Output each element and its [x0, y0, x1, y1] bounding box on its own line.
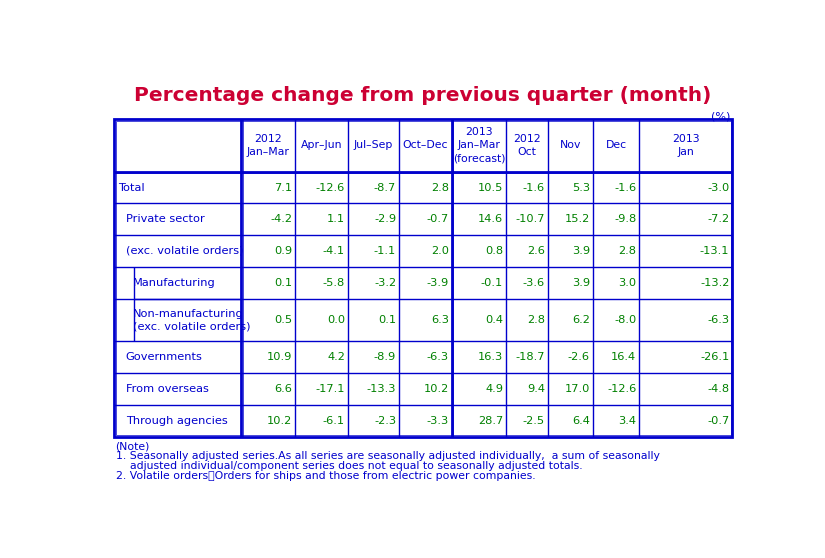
Text: 14.6: 14.6 [478, 214, 503, 224]
Text: -2.6: -2.6 [568, 352, 590, 362]
Text: Through agencies: Through agencies [125, 416, 228, 426]
Text: -0.7: -0.7 [707, 416, 729, 426]
Text: 0.1: 0.1 [378, 315, 396, 325]
Text: -13.3: -13.3 [366, 384, 396, 394]
Text: 28.7: 28.7 [478, 416, 503, 426]
Text: 0.4: 0.4 [485, 315, 503, 325]
Text: Private sector: Private sector [125, 214, 205, 224]
Text: 10.9: 10.9 [266, 352, 292, 362]
Text: 0.5: 0.5 [274, 315, 292, 325]
Text: 3.0: 3.0 [618, 278, 636, 288]
Text: -6.3: -6.3 [427, 352, 449, 362]
Text: -0.7: -0.7 [427, 214, 449, 224]
Text: -18.7: -18.7 [516, 352, 544, 362]
Text: -8.9: -8.9 [374, 352, 396, 362]
Text: Apr–Jun: Apr–Jun [301, 141, 342, 151]
Text: -12.6: -12.6 [607, 384, 636, 394]
Text: 1. Seasonally adjusted series.As all series are seasonally adjusted individually: 1. Seasonally adjusted series.As all ser… [116, 451, 659, 461]
Text: -3.2: -3.2 [374, 278, 396, 288]
Text: 0.8: 0.8 [485, 246, 503, 256]
Text: -4.2: -4.2 [271, 214, 292, 224]
Text: -1.6: -1.6 [523, 182, 544, 193]
Text: (Note): (Note) [116, 441, 150, 451]
Text: -3.6: -3.6 [523, 278, 544, 288]
Text: -5.8: -5.8 [323, 278, 345, 288]
Text: Percentage change from previous quarter (month): Percentage change from previous quarter … [134, 86, 711, 105]
Text: 2.6: 2.6 [527, 246, 544, 256]
Text: 16.4: 16.4 [611, 352, 636, 362]
Text: Total: Total [118, 182, 144, 193]
Text: 9.4: 9.4 [527, 384, 544, 394]
Text: -26.1: -26.1 [700, 352, 729, 362]
Text: -2.9: -2.9 [374, 214, 396, 224]
Text: -12.6: -12.6 [316, 182, 345, 193]
Text: 2.8: 2.8 [527, 315, 544, 325]
Text: 7.1: 7.1 [274, 182, 292, 193]
Text: 2013
Jan–Mar
(forecast): 2013 Jan–Mar (forecast) [453, 127, 505, 163]
Text: -13.2: -13.2 [700, 278, 729, 288]
Text: 2012
Jan–Mar: 2012 Jan–Mar [247, 134, 290, 157]
Text: -7.2: -7.2 [707, 214, 729, 224]
Text: 0.9: 0.9 [274, 246, 292, 256]
Text: (%): (%) [711, 112, 731, 122]
Text: 2.8: 2.8 [431, 182, 449, 193]
Text: -3.0: -3.0 [707, 182, 729, 193]
Text: 1.1: 1.1 [327, 214, 345, 224]
Text: -4.1: -4.1 [323, 246, 345, 256]
Text: Non-manufacturing
(exc. volatile orders): Non-manufacturing (exc. volatile orders) [134, 309, 251, 331]
Text: (exc. volatile orders): (exc. volatile orders) [125, 246, 243, 256]
Text: 3.4: 3.4 [618, 416, 636, 426]
Text: -8.7: -8.7 [374, 182, 396, 193]
Text: Dec: Dec [606, 141, 627, 151]
Text: 4.2: 4.2 [327, 352, 345, 362]
Text: -10.7: -10.7 [516, 214, 544, 224]
Text: 3.9: 3.9 [572, 278, 590, 288]
Text: 15.2: 15.2 [564, 214, 590, 224]
Text: 5.3: 5.3 [572, 182, 590, 193]
Text: -6.1: -6.1 [323, 416, 345, 426]
Text: From overseas: From overseas [125, 384, 209, 394]
Text: -6.3: -6.3 [707, 315, 729, 325]
Text: 10.2: 10.2 [423, 384, 449, 394]
Text: -9.8: -9.8 [614, 214, 636, 224]
Text: -1.1: -1.1 [374, 246, 396, 256]
Text: -3.3: -3.3 [427, 416, 449, 426]
Text: 6.3: 6.3 [431, 315, 449, 325]
Text: Manufacturing: Manufacturing [134, 278, 216, 288]
Text: 6.6: 6.6 [275, 384, 292, 394]
Text: -2.5: -2.5 [523, 416, 544, 426]
Text: 2012
Oct: 2012 Oct [513, 134, 541, 157]
Text: -3.9: -3.9 [427, 278, 449, 288]
Text: 6.4: 6.4 [572, 416, 590, 426]
Text: -0.1: -0.1 [481, 278, 503, 288]
Text: 2. Volatile orders：Orders for ships and those from electric power companies.: 2. Volatile orders：Orders for ships and … [116, 471, 535, 481]
Text: -4.8: -4.8 [707, 384, 729, 394]
Text: 17.0: 17.0 [564, 384, 590, 394]
Text: Jul–Sep: Jul–Sep [354, 141, 394, 151]
Text: Governments: Governments [125, 352, 202, 362]
Text: Oct–Dec: Oct–Dec [403, 141, 448, 151]
Text: adjusted individual/component series does not equal to seasonally adjusted total: adjusted individual/component series doe… [116, 461, 582, 471]
Text: 2.8: 2.8 [618, 246, 636, 256]
Text: 2013
Jan: 2013 Jan [672, 134, 700, 157]
Text: 0.0: 0.0 [327, 315, 345, 325]
Text: -13.1: -13.1 [700, 246, 729, 256]
Text: 10.5: 10.5 [478, 182, 503, 193]
Text: 2.0: 2.0 [431, 246, 449, 256]
Text: -8.0: -8.0 [614, 315, 636, 325]
Text: 3.9: 3.9 [572, 246, 590, 256]
Text: 16.3: 16.3 [478, 352, 503, 362]
Text: 0.1: 0.1 [274, 278, 292, 288]
Text: -1.6: -1.6 [614, 182, 636, 193]
Text: -17.1: -17.1 [315, 384, 345, 394]
Text: 6.2: 6.2 [572, 315, 590, 325]
Text: 4.9: 4.9 [485, 384, 503, 394]
Text: -2.3: -2.3 [374, 416, 396, 426]
Text: 10.2: 10.2 [267, 416, 292, 426]
Text: Nov: Nov [560, 141, 581, 151]
